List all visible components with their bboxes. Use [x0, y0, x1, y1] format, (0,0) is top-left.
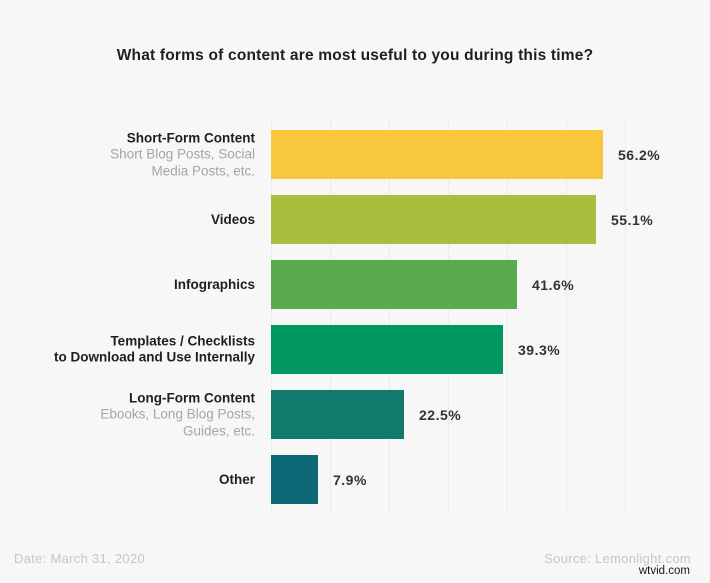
category-label-line: Videos [210, 211, 255, 227]
watermark: wtvid.com [638, 565, 690, 577]
value-label: 22.5% [419, 406, 462, 423]
source-label: Source: Lemonlight.com [544, 551, 691, 566]
gridline [330, 118, 331, 512]
category-sublabel-line: Guides, etc. [182, 422, 255, 438]
category-label: Infographics [0, 276, 255, 293]
category-label-line: Short-Form Content [126, 129, 255, 145]
category-label-line: Templates / Checklists [110, 333, 255, 348]
bar [271, 390, 404, 439]
value-label: 7.9% [333, 471, 367, 488]
bar-row: Templates / Checklists to Download and Us… [0, 325, 710, 374]
category-label: Long-Form Content Ebooks, Long Blog Posts… [0, 390, 255, 440]
gridline [271, 118, 272, 512]
category-label-line: Infographics [173, 276, 255, 292]
gridline [566, 118, 567, 512]
date-label: Date: March 31, 2020 [14, 551, 146, 566]
gridline [389, 118, 390, 512]
category-sublabel-line: Ebooks, Long Blog Posts, [100, 406, 255, 422]
bar [271, 130, 603, 179]
category-label: Short-Form Content Short Blog Posts, Soci… [0, 130, 255, 180]
bar [271, 455, 318, 504]
category-label: Videos [0, 211, 255, 228]
category-sublabel-line: Media Posts, etc. [151, 162, 255, 178]
bar-row: Other 7.9% [0, 455, 710, 504]
bar [271, 195, 596, 244]
category-label-line: to Download and Use Internally [53, 349, 255, 365]
value-label: 56.2% [618, 146, 661, 163]
category-label: Templates / Checklists to Download and Us… [0, 333, 255, 366]
gridline [625, 118, 626, 512]
category-label: Other [0, 471, 255, 488]
bar-row: Long-Form Content Ebooks, Long Blog Posts… [0, 390, 710, 439]
bar [271, 325, 503, 374]
value-label: 41.6% [532, 276, 575, 293]
chart-title: What forms of content are most useful to… [116, 47, 594, 64]
category-label-line: Long-Form Content [129, 389, 255, 405]
category-sublabel-line: Short Blog Posts, Social [110, 146, 255, 162]
gridline [448, 118, 449, 512]
category-label-line: Other [218, 471, 255, 487]
bar [271, 260, 517, 309]
gridline [507, 118, 508, 512]
bar-row: Short-Form Content Short Blog Posts, Soci… [0, 130, 710, 179]
bar-row: Videos 55.1% [0, 195, 710, 244]
value-label: 39.3% [518, 341, 561, 358]
bar-row: Infographics 41.6% [0, 260, 710, 309]
value-label: 55.1% [611, 211, 654, 228]
